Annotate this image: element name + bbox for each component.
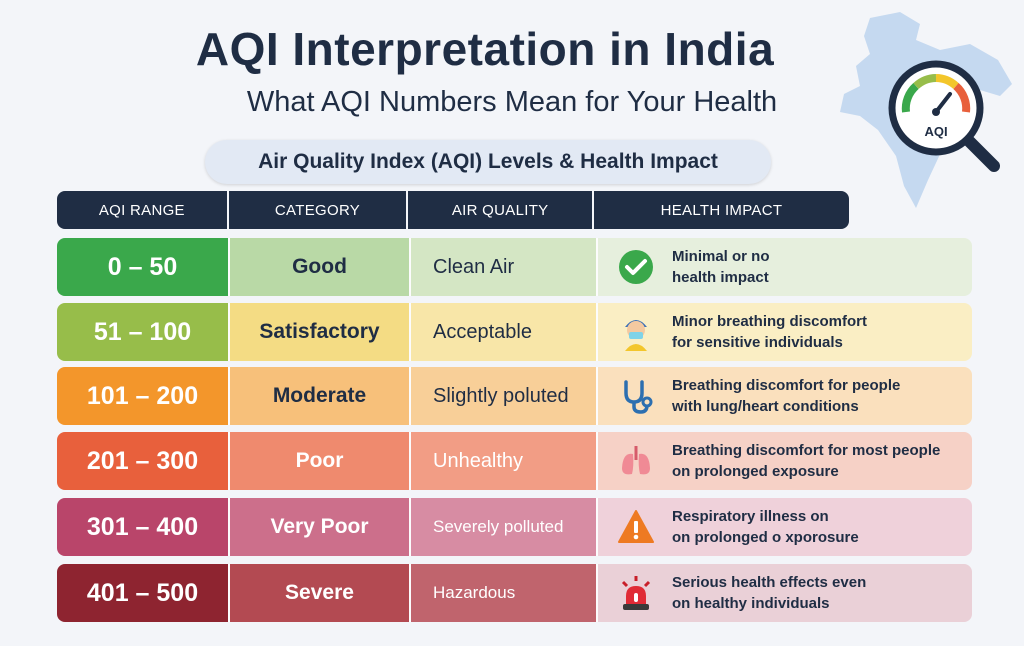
row-divider <box>596 367 598 425</box>
category-cell: Moderate <box>230 367 409 425</box>
warning-icon <box>616 507 656 547</box>
aqi-range-cell: 0 – 50 <box>57 238 228 296</box>
table-header: AQI RANGE CATEGORY AIR QUALITY HEALTH IM… <box>57 191 849 229</box>
health-impact-cell: Minimal or no health impact <box>598 238 972 296</box>
row-divider <box>409 303 411 361</box>
aqi-range-cell: 51 – 100 <box>57 303 228 361</box>
row-divider <box>409 564 411 622</box>
health-impact-text: Respiratory illness on on prolonged o xp… <box>672 508 859 546</box>
air-quality-cell: Clean Air <box>411 238 596 296</box>
table-row: 201 – 300 Poor Unhealthy Breathing discomfo… <box>57 432 972 490</box>
health-impact-cell: Serious health effects even on healthy i… <box>598 564 972 622</box>
air-quality-cell: Unhealthy <box>411 432 596 490</box>
page-title: AQI Interpretation in India <box>195 23 775 75</box>
row-divider <box>596 564 598 622</box>
row-divider <box>228 303 230 361</box>
table-row: 0 – 50 Good Clean Air Minimal or no health … <box>57 238 972 296</box>
health-impact-cell: Respiratory illness on on prolonged o xp… <box>598 498 972 556</box>
table-row: 301 – 400 Very Poor Severely polluted Respi… <box>57 498 972 556</box>
check-circle-icon <box>616 247 656 287</box>
category-cell: Good <box>230 238 409 296</box>
row-divider <box>596 303 598 361</box>
air-quality-cell: Slightly poluted <box>411 367 596 425</box>
row-divider <box>596 498 598 556</box>
aqi-badge-label: AQI <box>924 124 947 139</box>
row-divider <box>228 238 230 296</box>
health-impact-cell: Minor breathing discomfort for sensitive… <box>598 303 972 361</box>
category-cell: Very Poor <box>230 498 409 556</box>
column-header-aqi-range: AQI RANGE <box>57 191 229 229</box>
row-divider <box>596 238 598 296</box>
row-divider <box>409 498 411 556</box>
aqi-range-cell: 201 – 300 <box>57 432 228 490</box>
row-divider <box>228 564 230 622</box>
air-quality-cell: Hazardous <box>411 564 596 622</box>
siren-icon <box>616 573 656 613</box>
aqi-range-cell: 101 – 200 <box>57 367 228 425</box>
health-impact-text: Breathing discomfort for most people on … <box>672 442 941 480</box>
table-row: 51 – 100 Satisfactory Acceptable Minor brea… <box>57 303 972 361</box>
table-row: 101 – 200 Moderate Slightly poluted Breathi… <box>57 367 972 425</box>
category-cell: Satisfactory <box>230 303 409 361</box>
health-impact-text: Breathing discomfort for people with lun… <box>672 377 901 415</box>
aqi-range-cell: 401 – 500 <box>57 564 228 622</box>
health-impact-text: Minor breathing discomfort for sensitive… <box>672 313 867 351</box>
column-header-health-impact: HEALTH IMPACT <box>660 201 783 219</box>
column-header-air-quality: AIR QUALITY <box>408 191 594 229</box>
aqi-magnifier-icon: AQI <box>888 60 1000 172</box>
health-impact-cell: Breathing discomfort for most people on … <box>598 432 972 490</box>
air-quality-cell: Severely polluted <box>411 498 596 556</box>
column-header-category: CATEGORY <box>229 191 409 229</box>
category-cell: Poor <box>230 432 409 490</box>
table-row: 401 – 500 Severe Hazardous Serious health e… <box>57 564 972 622</box>
stethoscope-icon <box>616 376 656 416</box>
row-divider <box>228 498 230 556</box>
row-divider <box>228 367 230 425</box>
row-divider <box>596 432 598 490</box>
page-subtitle: What AQI Numbers Mean for Your Health <box>0 86 1024 119</box>
row-divider <box>409 432 411 490</box>
lungs-icon <box>616 441 656 481</box>
row-divider <box>409 238 411 296</box>
category-cell: Severe <box>230 564 409 622</box>
row-divider <box>228 432 230 490</box>
subtitle-text: What AQI Numbers Mean for Your Health <box>246 86 778 118</box>
aqi-range-cell: 301 – 400 <box>57 498 228 556</box>
masked-person-icon <box>616 312 656 352</box>
health-impact-text: Minimal or no health impact <box>672 248 770 286</box>
air-quality-cell: Acceptable <box>411 303 596 361</box>
section-label: Air Quality Index (AQI) Levels & Health … <box>205 140 771 184</box>
health-impact-text: Serious health effects even on healthy i… <box>672 574 867 612</box>
row-divider <box>409 367 411 425</box>
health-impact-cell: Breathing discomfort for people with lun… <box>598 367 972 425</box>
